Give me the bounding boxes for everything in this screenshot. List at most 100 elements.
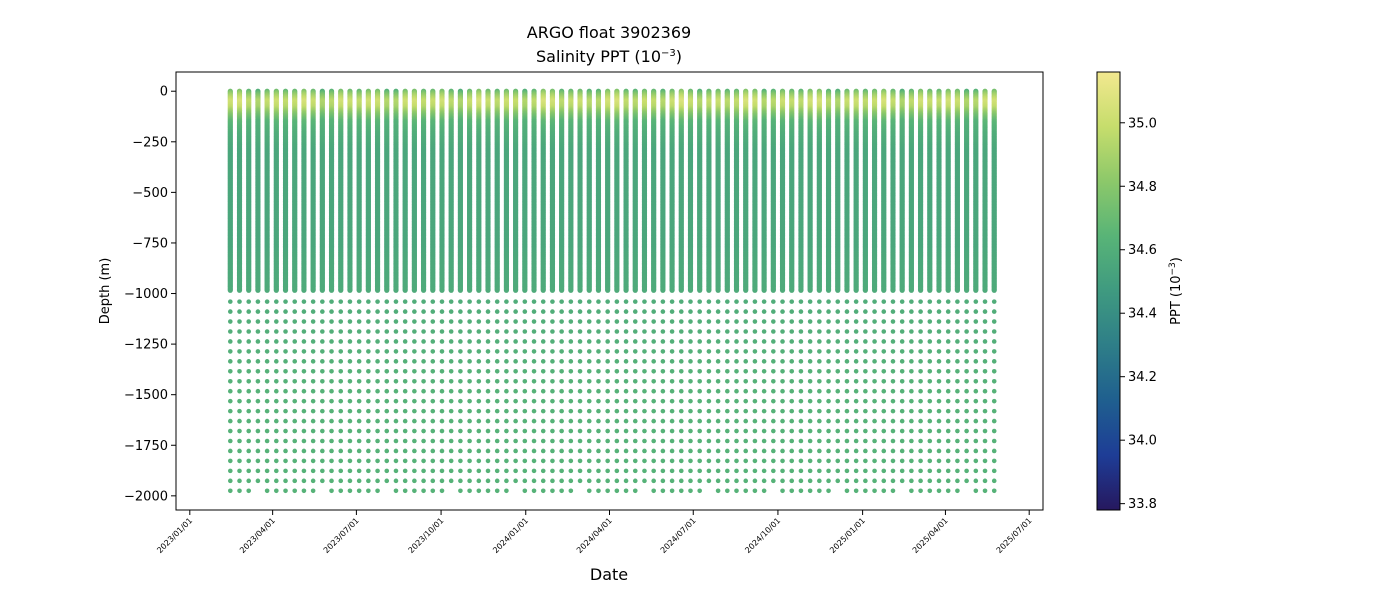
data-point xyxy=(448,478,454,484)
data-point xyxy=(329,299,334,304)
data-point xyxy=(310,478,316,484)
data-point xyxy=(283,398,288,404)
data-point xyxy=(384,388,390,394)
data-point xyxy=(264,349,270,354)
data-point xyxy=(375,398,380,404)
data-point xyxy=(329,438,334,444)
data-point xyxy=(448,458,454,464)
data-point xyxy=(412,319,417,324)
data-point xyxy=(347,299,353,304)
data-point xyxy=(458,458,463,464)
data-point xyxy=(375,319,380,324)
data-point xyxy=(412,309,417,314)
data-point xyxy=(448,388,454,394)
data-point xyxy=(430,349,436,354)
data-point xyxy=(246,458,252,464)
data-point xyxy=(237,448,242,454)
data-point xyxy=(439,339,445,344)
data-point xyxy=(274,478,279,484)
data-point xyxy=(421,468,426,474)
data-point xyxy=(448,287,454,293)
data-point xyxy=(458,329,463,334)
data-point xyxy=(283,488,288,494)
data-point xyxy=(430,359,436,364)
data-point xyxy=(384,287,390,293)
data-point xyxy=(412,398,417,404)
data-point xyxy=(374,287,381,293)
data-point xyxy=(366,369,371,374)
data-point xyxy=(282,287,289,293)
data-point xyxy=(274,458,279,464)
data-point xyxy=(310,408,316,414)
data-point xyxy=(402,418,408,424)
profile xyxy=(356,88,362,494)
data-point xyxy=(375,428,380,434)
data-point xyxy=(375,388,380,394)
data-point xyxy=(356,378,362,384)
data-point xyxy=(338,468,344,474)
data-point xyxy=(402,329,408,334)
data-point xyxy=(292,309,298,314)
data-point xyxy=(301,488,307,494)
data-point xyxy=(274,388,279,394)
data-point xyxy=(283,378,288,384)
data-point xyxy=(338,488,344,494)
data-point xyxy=(310,438,316,444)
data-point xyxy=(384,408,390,414)
data-point xyxy=(227,287,233,293)
data-point xyxy=(264,388,270,394)
data-point xyxy=(393,438,399,444)
data-point xyxy=(301,398,307,404)
data-point xyxy=(458,428,463,434)
data-point xyxy=(366,309,371,314)
data-point xyxy=(338,418,344,424)
data-point xyxy=(338,388,344,394)
data-point xyxy=(393,388,399,394)
data-point xyxy=(329,408,334,414)
data-point xyxy=(255,428,261,434)
data-point xyxy=(421,398,426,404)
data-point xyxy=(384,299,390,304)
data-point xyxy=(310,398,316,404)
data-point xyxy=(320,478,325,484)
data-point xyxy=(439,478,445,484)
data-point xyxy=(430,319,436,324)
data-point xyxy=(246,488,252,494)
data-point xyxy=(375,488,380,494)
data-point xyxy=(237,299,242,304)
data-point xyxy=(375,309,380,314)
data-point xyxy=(448,428,454,434)
data-point xyxy=(237,458,242,464)
data-point xyxy=(338,398,344,404)
data-point xyxy=(375,299,380,304)
data-point xyxy=(228,388,233,394)
data-point xyxy=(301,478,307,484)
data-point xyxy=(402,378,408,384)
data-point xyxy=(393,458,399,464)
data-point xyxy=(384,339,390,344)
data-point xyxy=(274,448,279,454)
profile xyxy=(384,88,390,484)
data-point xyxy=(393,418,399,424)
data-point xyxy=(458,418,463,424)
data-point xyxy=(292,478,298,484)
profile xyxy=(420,88,427,494)
data-point xyxy=(430,428,436,434)
data-point xyxy=(375,448,380,454)
data-point xyxy=(310,488,316,494)
data-point xyxy=(246,468,252,474)
data-point xyxy=(264,438,270,444)
data-point xyxy=(283,428,288,434)
data-point xyxy=(402,319,408,324)
data-point xyxy=(320,438,325,444)
data-point xyxy=(228,378,233,384)
data-point xyxy=(246,309,252,314)
data-point xyxy=(264,478,270,484)
data-point xyxy=(439,488,445,494)
data-point xyxy=(338,478,344,484)
data-point xyxy=(255,458,261,464)
data-point xyxy=(384,478,390,484)
data-point xyxy=(402,478,408,484)
data-point xyxy=(237,359,242,364)
data-point xyxy=(301,349,307,354)
